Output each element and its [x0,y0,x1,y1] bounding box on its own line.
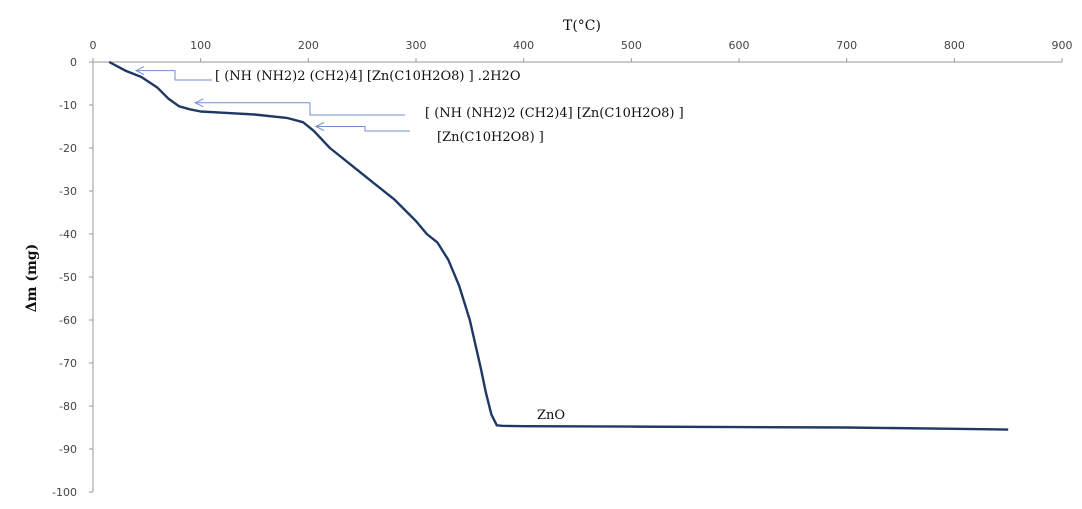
x-tick-label: 400 [513,39,534,52]
annotation-label: [Zn(C10H2O8) ] [437,130,544,145]
y-axis-title: Δm (mg) [24,244,40,312]
x-tick-label: 100 [190,39,211,52]
callout-arrowhead [314,122,325,131]
x-tick-label: 700 [836,39,857,52]
callout-line [315,126,410,132]
axes-layer: 0 100 200 300 400 500 600 700 800 900 0 -10 -20 -30 -4… [52,39,1072,499]
x-tick-label: 900 [1052,39,1073,52]
x-tick-label: 800 [944,39,965,52]
annotation-label: ZnO [537,408,565,423]
annotation-label: [ (NH (NH2)2 (CH2)4] [Zn(C10H2O8) ] .2H2… [215,69,520,84]
x-tick-label: 600 [729,39,750,52]
callout-line [136,70,212,81]
y-tick-label: -100 [52,486,77,499]
y-tick-label: -50 [59,271,77,284]
y-tick-label: -80 [59,400,77,413]
callout-arrowhead [134,66,145,76]
y-tick-label: -40 [59,228,77,241]
y-tick-label: -30 [59,185,77,198]
callout-arrowhead [194,98,204,108]
annotation-label: [ (NH (NH2)2 (CH2)4] [Zn(C10H2O8) ] [425,106,684,121]
annotation-layer: [ (NH (NH2)2 (CH2)4] [Zn(C10H2O8) ] .2H2… [134,66,684,423]
y-tick-label: -90 [59,443,77,456]
x-tick-label: 0 [90,39,97,52]
x-tick-label: 200 [298,39,319,52]
y-tick-label: -20 [59,142,77,155]
y-tick-label: -10 [59,99,77,112]
y-tick-label: 0 [70,56,77,69]
y-tick-label: -70 [59,357,77,370]
callout-line [195,102,405,116]
x-axis-title: T(°C) [563,18,601,34]
y-tick-label: -60 [59,314,77,327]
series-layer [108,60,1009,431]
tga-curve [108,60,1009,431]
x-tick-label: 500 [621,39,642,52]
x-tick-label: 300 [406,39,427,52]
